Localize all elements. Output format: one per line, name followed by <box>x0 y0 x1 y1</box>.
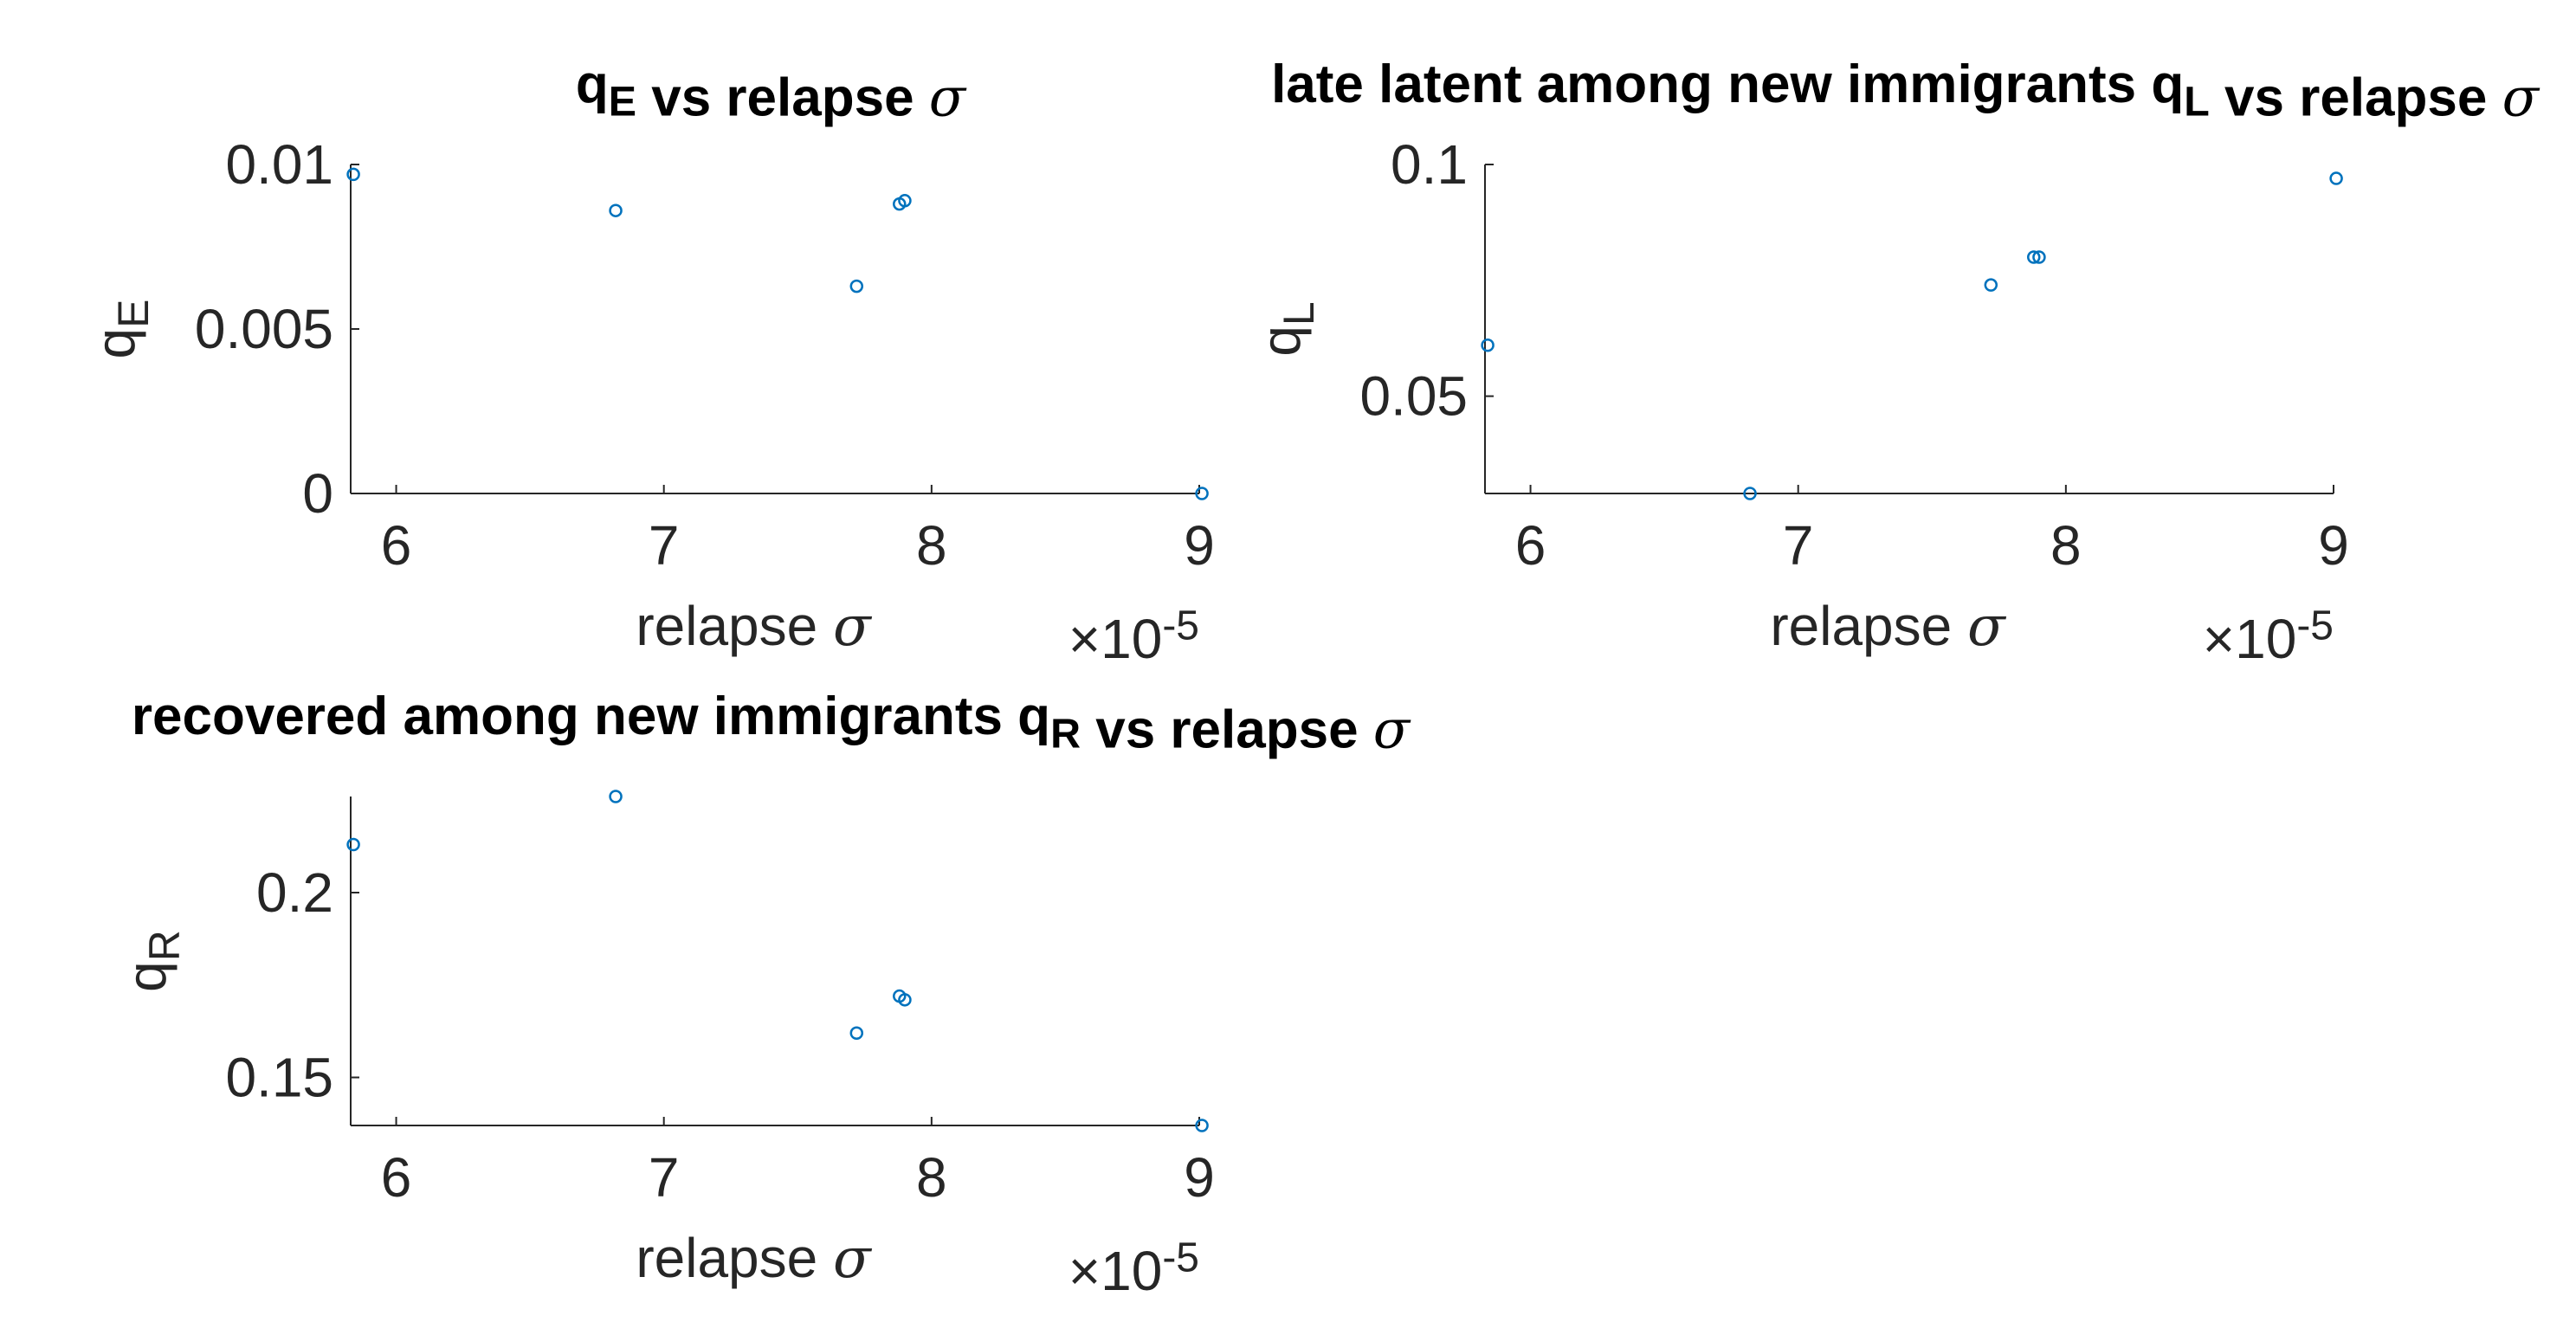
x-tick-label: 7 <box>649 1146 680 1209</box>
scatter-point <box>1984 278 1998 292</box>
x-tick-label: 9 <box>2318 514 2349 577</box>
scatter-panel-1: qE vs relapse σ 6 7 8 9 0 0.005 0.01 relapse σ ×1… <box>84 55 1215 670</box>
y-tick-label: 0.1 <box>1391 133 1468 196</box>
y-axis-label: qE <box>84 300 158 359</box>
scatter-point <box>2032 250 2046 264</box>
x-tick-label: 6 <box>381 514 412 577</box>
x-tick-label: 8 <box>916 514 947 577</box>
y-tick-label: 0.2 <box>256 861 333 924</box>
x-tick-label: 7 <box>1783 514 1814 577</box>
x-tick-label: 6 <box>1515 514 1546 577</box>
x-tick-label: 8 <box>2050 514 2082 577</box>
x-tick-label: 9 <box>1184 1146 1215 1209</box>
y-tick-label: 0 <box>302 462 333 525</box>
chart-title: late latent among new immigrants qL vs r… <box>1271 55 2540 128</box>
scatter-point <box>1743 487 1757 500</box>
y-axis-label: qL <box>1249 301 1323 356</box>
scatter-point <box>609 203 623 217</box>
y-tick-label: 0.05 <box>1359 365 1468 428</box>
scatter-point <box>346 837 360 852</box>
x-axis-label: relapse σ <box>1770 595 2007 659</box>
x-exponent-label: ×10-5 <box>1068 603 1199 670</box>
scatter-point <box>1195 1119 1209 1132</box>
scatter-point <box>849 1026 864 1041</box>
x-exponent-label: ×10-5 <box>1068 1235 1199 1302</box>
scatter-point <box>898 993 912 1007</box>
scatter-panel-2: late latent among new immigrants qL vs r… <box>1249 55 2540 670</box>
chart-title: recovered among new immigrants qR vs rel… <box>132 687 1411 760</box>
x-exponent-label: ×10-5 <box>2203 603 2334 670</box>
y-tick-label: 0.01 <box>225 133 333 196</box>
x-tick-label: 7 <box>649 514 680 577</box>
y-axis-label: qR <box>115 930 189 992</box>
scatter-point <box>346 167 360 182</box>
chart-title: qE vs relapse σ <box>576 55 967 128</box>
y-tick-label: 0.15 <box>225 1046 333 1108</box>
x-tick-label: 9 <box>1184 514 1215 577</box>
scatter-point <box>849 279 864 293</box>
x-tick-label: 6 <box>381 1146 412 1209</box>
scatter-point <box>2329 171 2343 185</box>
x-tick-label: 8 <box>916 1146 947 1209</box>
y-tick-label: 0.005 <box>195 298 333 360</box>
scatter-point <box>898 194 912 208</box>
scatter-point <box>1195 487 1209 500</box>
scatter-panel-3: recovered among new immigrants qR vs rel… <box>115 687 1411 1302</box>
scatter-point <box>609 790 623 803</box>
x-axis-label: relapse σ <box>636 595 873 659</box>
scatter-point <box>1481 338 1495 352</box>
x-axis-label: relapse σ <box>636 1227 873 1291</box>
scatter-point <box>2027 250 2041 264</box>
